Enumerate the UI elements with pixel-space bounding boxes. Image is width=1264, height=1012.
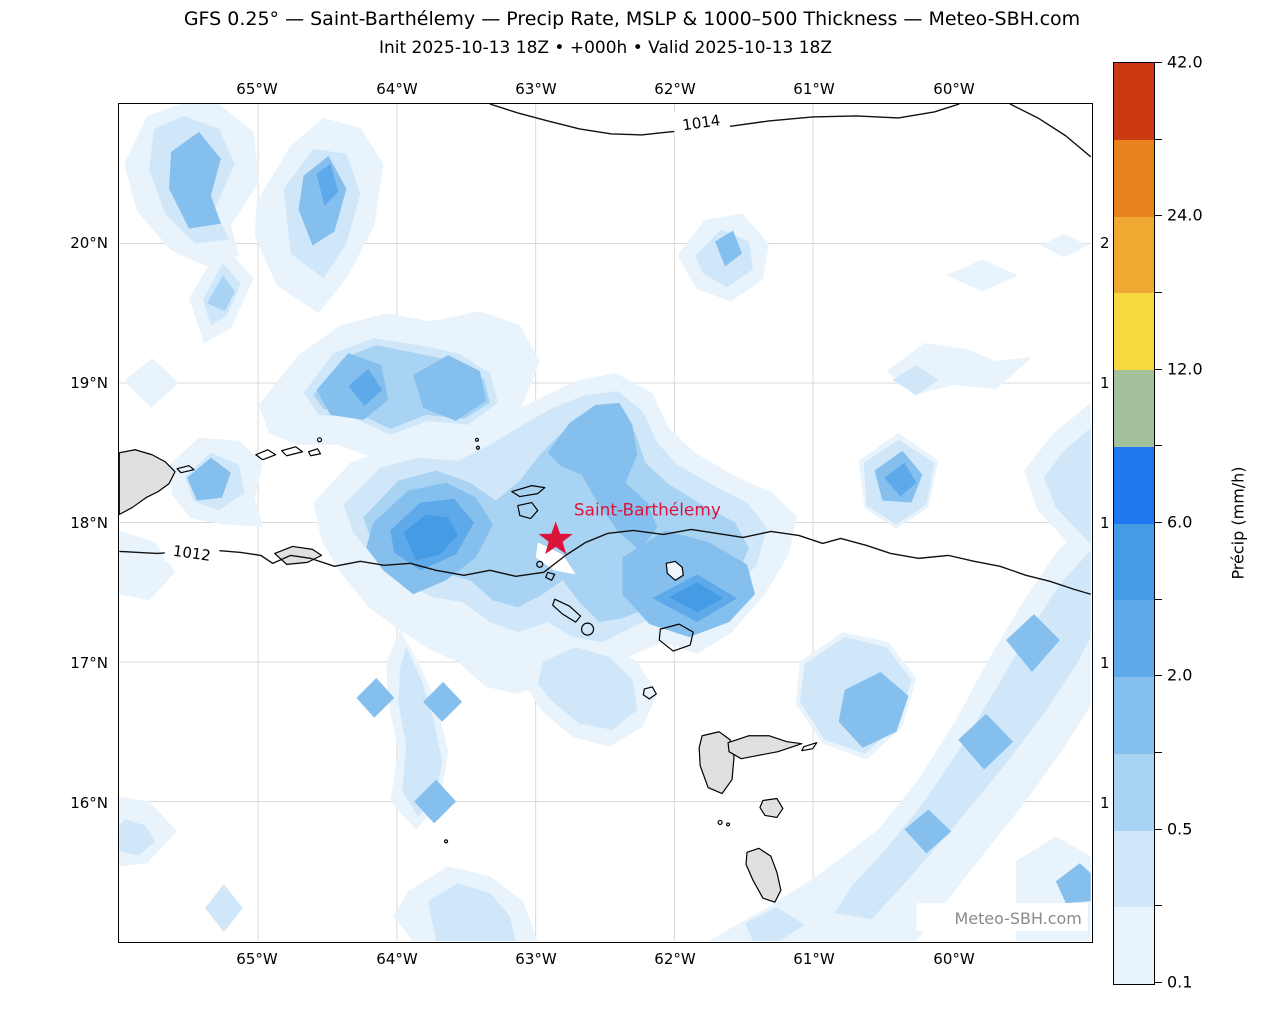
y-tick-right-clipped: 1: [1100, 374, 1110, 392]
coastlines: [119, 437, 818, 903]
colorbar-tick-label: 12.0: [1167, 359, 1203, 379]
colorbar-segment: [1114, 907, 1154, 984]
colorbar-segment: [1114, 139, 1154, 217]
colorbar-tick-mark: [1155, 675, 1162, 676]
station: Saint-Barthélemy: [538, 500, 721, 555]
x-tick-top: 62°W: [654, 80, 696, 98]
x-tick-bottom: 62°W: [654, 950, 696, 968]
figure-subtitle: Init 2025-10-13 18Z • +000h • Valid 2025…: [378, 38, 833, 58]
colorbar-tick-mark: [1155, 445, 1162, 446]
colorbar-segment: [1114, 63, 1154, 140]
svg-text:1014: 1014: [681, 111, 721, 134]
colorbar-tick-mark: [1155, 752, 1162, 753]
colorbar-tick-label: 0.1: [1167, 972, 1193, 992]
colorbar-tick-label: 24.0: [1167, 205, 1203, 225]
svg-text:Meteo-SBH.com: Meteo-SBH.com: [955, 909, 1082, 928]
x-tick-bottom: 64°W: [376, 950, 418, 968]
colorbar-tick-mark: [1155, 982, 1162, 983]
y-tick-left: 16°N: [70, 794, 108, 812]
colorbar-tick-mark: [1155, 215, 1162, 216]
watermark: Meteo-SBH.com: [916, 903, 1088, 932]
x-tick-top: 64°W: [376, 80, 418, 98]
x-tick-top: 61°W: [793, 80, 835, 98]
x-tick-bottom: 61°W: [793, 950, 835, 968]
colorbar-title: Précip (mm/h): [1228, 466, 1248, 580]
x-tick-bottom: 60°W: [933, 950, 975, 968]
colorbar-tick-label: 42.0: [1167, 52, 1203, 72]
colorbar-tick-mark: [1155, 522, 1162, 523]
colorbar-ticks: 42.0 24.0 12.0 6.0 2.0 0.5 0.1: [1155, 53, 1264, 992]
y-tick-right-clipped: 2: [1100, 234, 1110, 252]
x-tick-top: 63°W: [515, 80, 557, 98]
isobar-label-1012: 1012: [163, 535, 221, 568]
colorbar-tick-mark: [1155, 829, 1162, 830]
x-tick-top: 60°W: [933, 80, 975, 98]
colorbar-segment: [1114, 753, 1154, 831]
colorbar-tick-label: 0.5: [1167, 819, 1193, 839]
y-tick-left: 17°N: [70, 654, 108, 672]
map-canvas: 1014 1012 Saint-Barthélemy Meteo-SBH.com: [119, 104, 1091, 941]
colorbar-segment: [1114, 216, 1154, 294]
colorbar-tick-label: 2.0: [1167, 665, 1193, 685]
colorbar-tick-mark: [1155, 62, 1162, 63]
colorbar-segment: [1114, 677, 1154, 754]
colorbar-segment: [1114, 293, 1154, 370]
map-panel: 1014 1012 Saint-Barthélemy Meteo-SBH.com: [118, 103, 1093, 943]
y-tick-right-clipped: 1: [1100, 794, 1110, 812]
y-tick-left: 19°N: [70, 374, 108, 392]
colorbar-segment: [1114, 370, 1154, 447]
mslp-isobars: 1014 1012: [119, 104, 1091, 595]
colorbar-tick-mark: [1155, 139, 1162, 140]
colorbar-segment: [1114, 523, 1154, 601]
y-tick-right-clipped: 1: [1100, 654, 1110, 672]
station-label: Saint-Barthélemy: [574, 500, 721, 520]
isobar-label-1014: 1014: [671, 105, 731, 138]
colorbar-segment: [1114, 446, 1154, 524]
station-star-icon: [538, 521, 573, 555]
colorbar-segment: [1114, 830, 1154, 908]
y-tick-right-clipped: 1: [1100, 514, 1110, 532]
x-tick-bottom: 65°W: [236, 950, 278, 968]
colorbar-tick-mark: [1155, 599, 1162, 600]
figure-title: GFS 0.25° — Saint-Barthélemy — Precip Ra…: [183, 8, 1081, 30]
x-tick-bottom: 63°W: [515, 950, 557, 968]
y-tick-left: 18°N: [70, 514, 108, 532]
colorbar-tick-mark: [1155, 369, 1162, 370]
svg-text:1012: 1012: [172, 542, 212, 565]
colorbar-tick-mark: [1155, 292, 1162, 293]
y-tick-left: 20°N: [70, 234, 108, 252]
x-tick-top: 65°W: [236, 80, 278, 98]
colorbar: [1113, 62, 1155, 985]
colorbar-tick-mark: [1155, 905, 1162, 906]
colorbar-segment: [1114, 600, 1154, 677]
colorbar-tick-label: 6.0: [1167, 512, 1193, 532]
